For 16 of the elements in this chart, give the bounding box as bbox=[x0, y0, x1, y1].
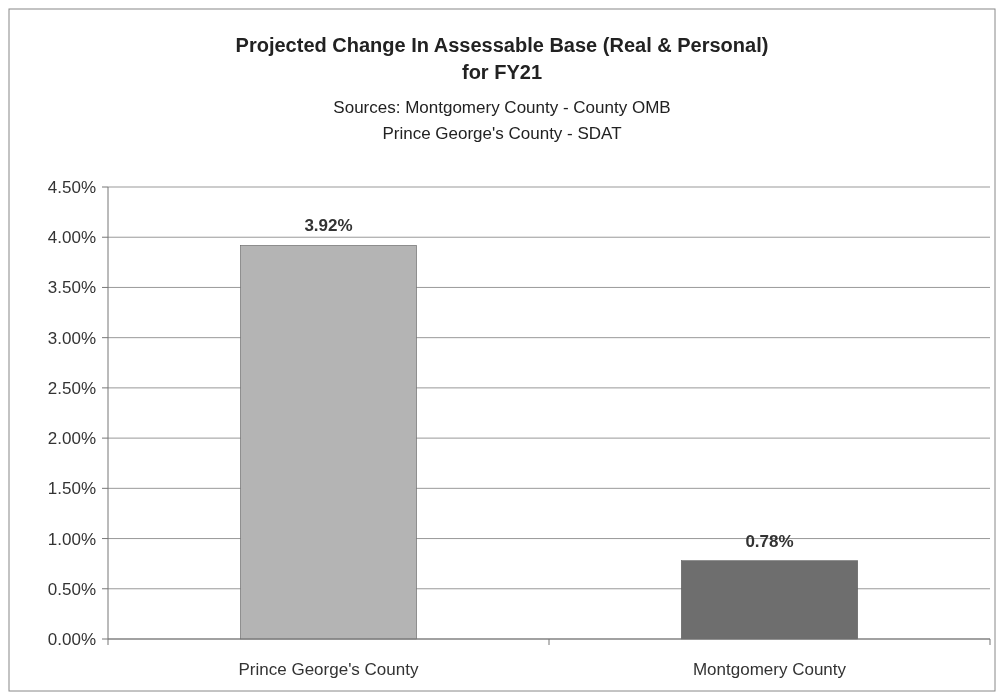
x-tick-label: Prince George's County bbox=[238, 660, 419, 679]
y-tick-label: 1.50% bbox=[47, 479, 96, 499]
y-tick-label: 4.50% bbox=[47, 177, 96, 197]
y-tick-label: 1.00% bbox=[47, 529, 96, 549]
chart-title: Projected Change In Assessable Base (Real & Personal) for FY21 bbox=[235, 34, 769, 83]
y-tick-label: 2.00% bbox=[47, 429, 96, 449]
y-tick-label: 4.00% bbox=[47, 228, 96, 248]
y-tick-label: 3.00% bbox=[47, 328, 96, 348]
y-tick-label: 0.00% bbox=[47, 629, 96, 649]
y-tick-label: 2.50% bbox=[47, 378, 96, 398]
x-tick-label: Montgomery County bbox=[692, 660, 847, 679]
y-tick-label: 0.50% bbox=[47, 579, 96, 599]
data-label: 3.92% bbox=[304, 216, 353, 236]
y-tick-label: 3.50% bbox=[47, 278, 96, 298]
chart-subtitle: Sources: Montgomery County - County OMB Prince George's County - SDAT bbox=[333, 98, 671, 143]
data-label: 0.78% bbox=[745, 531, 794, 551]
